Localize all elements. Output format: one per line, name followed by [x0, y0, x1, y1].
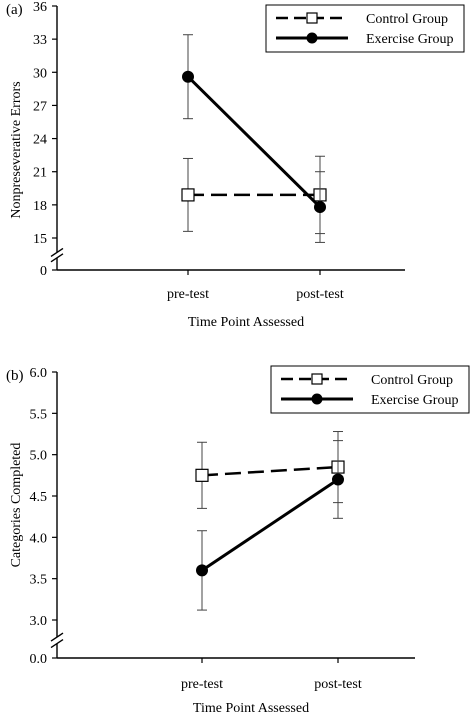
panel-a-label: (a) [6, 2, 23, 18]
panel-a-x-axis-title: Time Point Assessed [188, 315, 304, 330]
panel-b-legend-exercise-marker [311, 393, 323, 405]
panel-b-legend-box [270, 365, 470, 414]
panel-a-y-tick-label: 0 [40, 264, 47, 279]
panel-b-control-series-line [201, 465, 339, 477]
panel-a-y-axis-title: Nonpreseverative Errors [9, 81, 24, 218]
panel-a-y-tick-label: 30 [33, 66, 47, 81]
panel-b-y-tick-label: 5.0 [30, 449, 48, 464]
panel-a-y-tick-label: 27 [33, 99, 47, 114]
panel-a-y-tick-label: 24 [33, 133, 47, 148]
panel-a-x-tick-label: pre-test [167, 287, 209, 302]
panel-a-axis-break-mark [50, 247, 64, 257]
panel-b-y-tick-label: 4.5 [30, 490, 48, 505]
panel-b-label: (b) [6, 368, 24, 384]
panel-a-y-tick-label: 36 [33, 0, 47, 15]
panel-a-legend-box [265, 4, 465, 53]
panel-b-exercise-series-line [201, 478, 339, 572]
panel-a-exercise-point [314, 201, 326, 214]
panel-b-legend-control-marker [311, 373, 323, 385]
panel-b-x-axis-title: Time Point Assessed [193, 701, 309, 712]
panel-a-control-point [181, 188, 195, 202]
panel-b-y-tick-label: 3.5 [30, 573, 48, 588]
panel-b-exercise-point [332, 473, 344, 486]
panel-b-axis-break-mark [50, 638, 64, 649]
panel-b-legend-control-label: Control Group [371, 373, 453, 388]
panel-b-y-tick-label: 4.0 [30, 531, 48, 546]
panel-b-x-tick-label: post-test [314, 677, 362, 692]
panel-a-y-tick-label: 18 [33, 199, 47, 214]
panel-b-control-point [195, 468, 209, 482]
panel-a-y-tick-label: 15 [33, 232, 47, 247]
panel-b-y-tick-label: 5.5 [30, 407, 48, 422]
panel-a-y-tick-label: 33 [33, 33, 47, 48]
panel-a-axis-break-mark [50, 253, 64, 263]
panel-a-exercise-series-line [186, 75, 322, 209]
panel-a-legend-control-marker [306, 12, 318, 24]
panel-b-x-tick-label: pre-test [181, 677, 223, 692]
panel-a-legend-exercise-label: Exercise Group [366, 32, 453, 47]
panel-b-axis-break-mark [50, 632, 64, 642]
panel-a-legend-control-label: Control Group [366, 12, 448, 27]
panel-a-y-tick-label: 21 [33, 166, 47, 181]
panel-a-exercise-point [182, 70, 194, 83]
panel-a-x-tick-label: post-test [296, 287, 344, 302]
panel-a-legend-exercise-marker [306, 32, 318, 44]
panel-b-y-axis-title: Categories Completed [9, 443, 24, 568]
panel-b-y-tick-label: 3.0 [30, 614, 48, 629]
panel-b-exercise-point [196, 564, 208, 577]
panel-b-y-tick-label: 6.0 [30, 366, 48, 381]
panel-b-y-tick-label: 0.0 [30, 652, 48, 667]
panel-b-legend-exercise-label: Exercise Group [371, 393, 458, 408]
